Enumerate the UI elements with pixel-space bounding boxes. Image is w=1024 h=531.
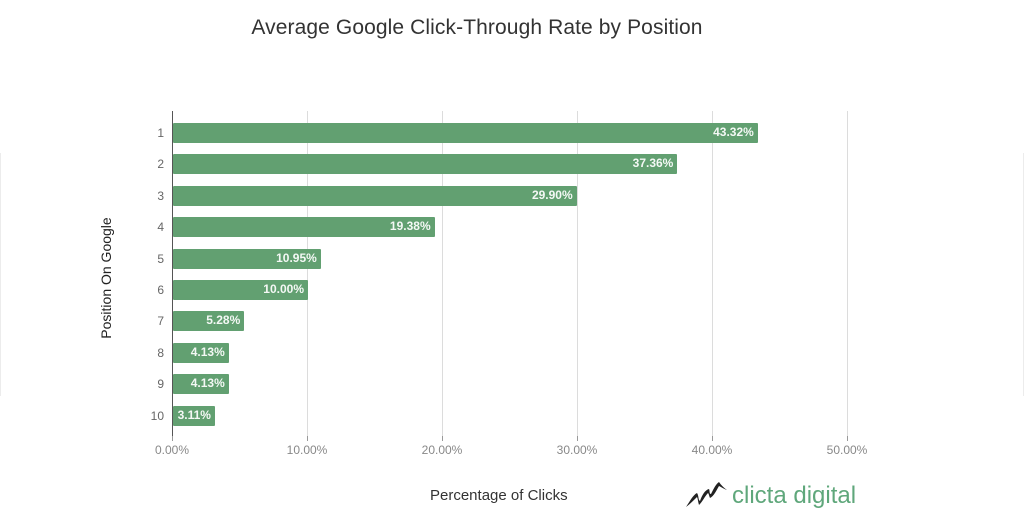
- x-tick-label: 50.00%: [826, 443, 868, 457]
- y-tick-label: 4: [157, 220, 164, 235]
- plot-area: 43.32% 37.36% 29.90% 19.38% 10.95% 10.00% 5.28…: [172, 111, 848, 436]
- y-axis-line: [172, 111, 173, 436]
- x-tick-label: 0.00%: [154, 443, 190, 457]
- bar: 19.38%: [173, 217, 435, 238]
- x-tick-label: 20.00%: [421, 443, 463, 457]
- y-tick-label: 3: [157, 188, 164, 203]
- y-tick-label: 6: [157, 283, 164, 297]
- x-tick-label: 10.00%: [286, 443, 328, 457]
- bar-value-label: 10.00%: [263, 282, 304, 296]
- bar-value-label: 5.28%: [206, 313, 241, 328]
- bar-value-label: 10.95%: [276, 250, 317, 265]
- bar: 10.95%: [173, 248, 321, 269]
- brand-name: clicta digital: [732, 482, 857, 509]
- y-tick-label: 8: [157, 345, 164, 360]
- bar: 10.00%: [173, 280, 308, 300]
- bar: 4.13%: [173, 342, 229, 363]
- gridline: [307, 111, 308, 436]
- y-tick-label: 9: [157, 377, 164, 392]
- left-edge-divider: [0, 153, 1, 396]
- mountain-logo-icon: [684, 479, 728, 514]
- x-tick-label: 30.00%: [556, 443, 598, 457]
- bar: 5.28%: [173, 311, 245, 332]
- x-tick-mark: [172, 436, 173, 441]
- bar: 3.11%: [173, 405, 215, 426]
- gridline: [577, 111, 578, 436]
- y-axis-label: Position On Google: [98, 217, 114, 339]
- chart-title: Average Google Click-Through Rate by Pos…: [251, 16, 703, 39]
- x-tick-mark: [442, 436, 443, 441]
- gridline: [847, 111, 848, 436]
- bar-value-label: 29.90%: [531, 187, 573, 202]
- x-tick-mark: [307, 436, 308, 441]
- bar-value-label: 3.11%: [177, 407, 211, 422]
- x-axis-label: Percentage of Clicks: [430, 487, 568, 504]
- y-tick-label: 10: [150, 408, 164, 423]
- y-tick-label: 1: [157, 126, 164, 140]
- x-tick-mark: [712, 436, 713, 441]
- gridline: [712, 111, 713, 436]
- bar-value-label: 19.38%: [389, 219, 431, 234]
- x-tick-label: 40.00%: [691, 443, 733, 457]
- x-tick-mark: [847, 436, 848, 441]
- bar: 43.32%: [173, 123, 758, 143]
- bar: 37.36%: [173, 154, 678, 175]
- bar-value-label: 43.32%: [713, 125, 754, 139]
- bar-value-label: 37.36%: [632, 156, 674, 171]
- bar: 4.13%: [173, 374, 229, 395]
- y-tick-label: 2: [157, 157, 164, 172]
- y-tick-label: 7: [157, 314, 164, 329]
- bar-value-label: 4.13%: [190, 344, 225, 359]
- x-tick-mark: [577, 436, 578, 441]
- bar: 29.90%: [173, 185, 577, 206]
- bar-value-label: 4.13%: [190, 376, 225, 391]
- gridline: [442, 111, 443, 436]
- brand-logo: clicta digital: [684, 479, 856, 513]
- y-tick-label: 5: [157, 251, 164, 266]
